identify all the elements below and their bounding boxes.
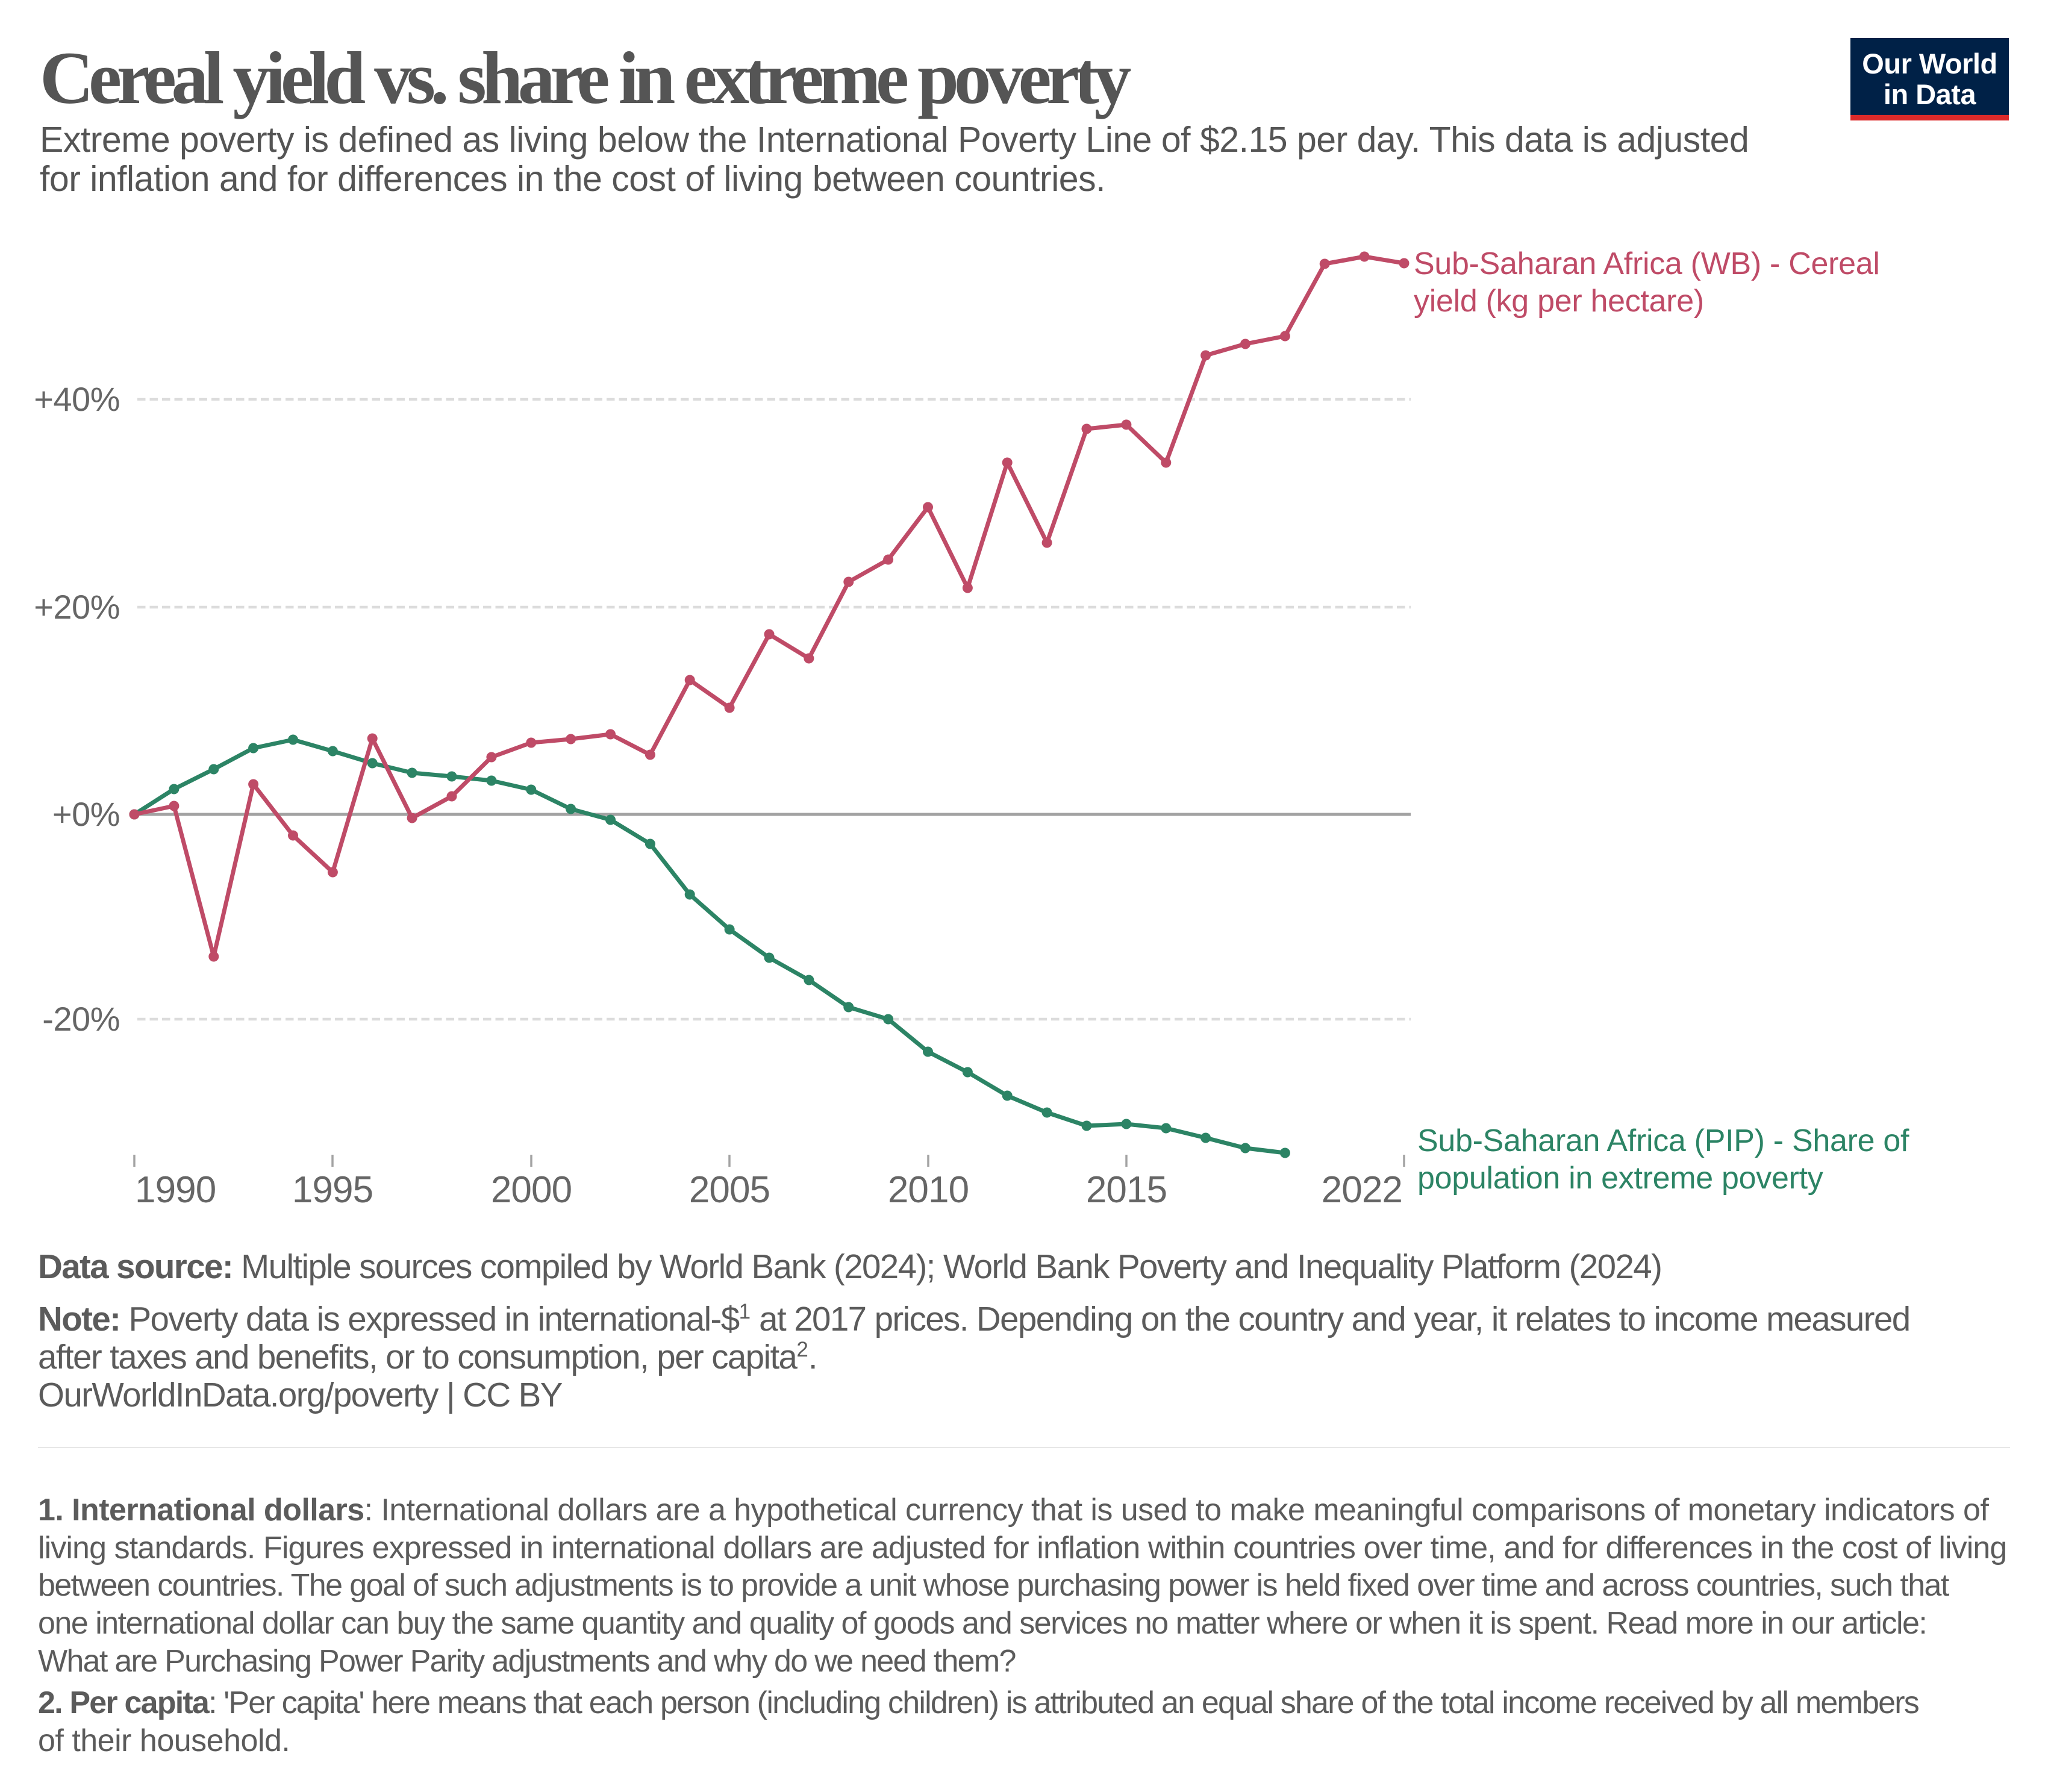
svg-text:+20%: +20%: [34, 588, 120, 626]
svg-text:2022: 2022: [1322, 1169, 1402, 1211]
svg-text:Sub-Saharan Africa (WB) - Cere: Sub-Saharan Africa (WB) - Cereal: [1414, 246, 1880, 281]
svg-text:yield (kg per hectare): yield (kg per hectare): [1414, 284, 1704, 319]
svg-text:2005: 2005: [689, 1169, 770, 1211]
svg-text:+40%: +40%: [34, 380, 120, 418]
svg-text:Sub-Saharan Africa (PIP) - Sha: Sub-Saharan Africa (PIP) - Share of: [1417, 1123, 1909, 1158]
svg-text:-20%: -20%: [42, 1000, 120, 1038]
svg-text:1995: 1995: [292, 1169, 373, 1211]
svg-text:2015: 2015: [1086, 1169, 1167, 1211]
svg-text:2000: 2000: [491, 1169, 572, 1211]
svg-text:1990: 1990: [135, 1169, 216, 1211]
svg-text:2010: 2010: [888, 1169, 969, 1211]
svg-text:+0%: +0%: [52, 795, 120, 833]
svg-text:population in extreme poverty: population in extreme poverty: [1417, 1161, 1823, 1196]
